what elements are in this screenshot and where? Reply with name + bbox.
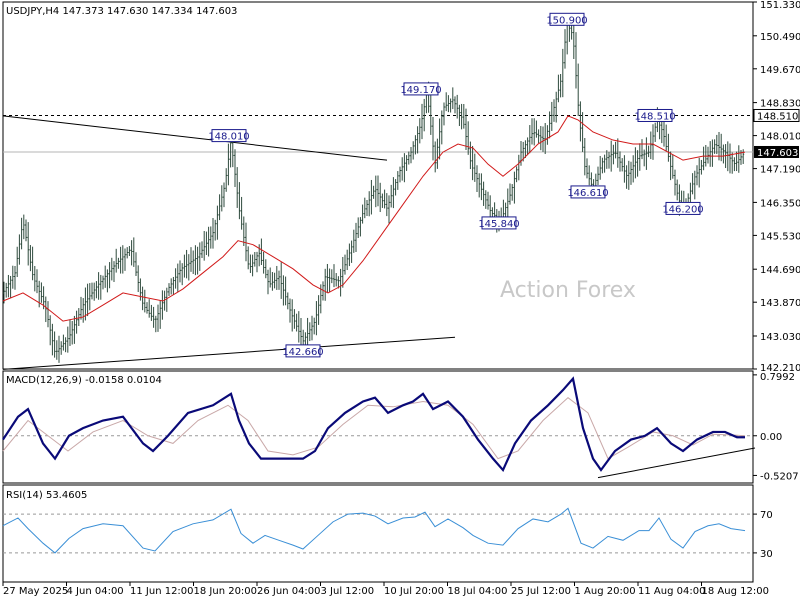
- time-axis-label: 10 Jul 20:00: [384, 586, 444, 597]
- price-annotation: 149.170: [400, 82, 442, 96]
- price-panel-title: USDJPY,H4 147.373 147.630 147.334 147.60…: [6, 6, 237, 17]
- macd-axis-label: 0.7992: [760, 372, 795, 383]
- rsi-axis-label: 70: [760, 510, 773, 521]
- price-axis-label: 151.330: [760, 0, 800, 11]
- price-annotation: 148.510: [634, 108, 676, 122]
- time-axis-label: 18 Jul 04:00: [448, 586, 508, 597]
- time-axis-label: 18 Aug 12:00: [702, 586, 769, 597]
- annotation-label: 149.170: [400, 85, 441, 96]
- price-panel: [2, 1, 754, 370]
- price-annotation: 146.610: [567, 185, 609, 199]
- annotation-label: 145.840: [478, 219, 519, 230]
- annotation-box: [403, 82, 439, 96]
- rsi-line: [2, 507, 746, 554]
- trendline-lower: [2, 336, 456, 370]
- macd-signal-line: [2, 397, 746, 460]
- price-annotation: 150.900: [546, 12, 588, 26]
- annotation-label: 142.660: [282, 347, 323, 358]
- macd-line: [2, 376, 745, 473]
- current-price-label: 147.603: [757, 148, 798, 159]
- price-axis-label: 144.690: [760, 265, 800, 276]
- price-axis-label: 148.010: [760, 132, 800, 143]
- price-annotation: 145.840: [478, 216, 520, 230]
- price-axis-label: 143.870: [760, 298, 800, 309]
- annotation-box: [570, 185, 606, 199]
- price-axis-label: 145.530: [760, 231, 800, 242]
- time-axis-label: 26 Jun 04:00: [257, 586, 321, 597]
- annotation-label: 150.900: [546, 15, 587, 26]
- watermark: Action Forex: [500, 278, 636, 303]
- price-axis-label: 148.830: [760, 99, 800, 110]
- annotation-box: [285, 344, 321, 358]
- macd-panel-title: MACD(12,26,9) -0.0158 0.0104: [6, 375, 162, 386]
- moving-average-line: [2, 115, 746, 322]
- annotation-label: 148.010: [208, 132, 249, 143]
- annotation-box: [637, 108, 673, 122]
- macd-axis-label: 0.00: [760, 432, 782, 443]
- current-price-box: [754, 145, 799, 158]
- time-axis-label: 18 Jun 20:00: [194, 586, 258, 597]
- time-axis-label: 11 Jun 12:00: [130, 586, 194, 597]
- annotation-label: 148.510: [634, 111, 675, 122]
- price-annotation: 142.660: [282, 344, 324, 358]
- price-axis-label: 149.670: [760, 65, 800, 76]
- price-axis-label: 150.490: [760, 32, 800, 43]
- time-axis-label: 25 Jul 12:00: [511, 586, 571, 597]
- annotation-box: [211, 129, 247, 143]
- macd-axis-label: -0.5207: [760, 471, 799, 482]
- time-axis-label: 4 Jun 04:00: [67, 586, 124, 597]
- price-candles: [3, 13, 745, 363]
- rsi-panel: [2, 484, 754, 583]
- price-axis-label: 142.210: [760, 363, 800, 374]
- annotation-box: [665, 201, 701, 215]
- macd-trendline: [597, 447, 756, 479]
- annotation-box: [549, 12, 585, 26]
- price-annotation: 146.200: [662, 201, 704, 215]
- time-axis-label: 1 Aug 20:00: [575, 586, 636, 597]
- annotation-label: 146.200: [662, 204, 703, 215]
- macd-panel: [2, 370, 754, 484]
- price-axis-label: 147.190: [760, 165, 800, 176]
- annotation-box: [481, 216, 517, 230]
- rsi-panel-title: RSI(14) 53.4605: [6, 490, 87, 501]
- trendline-upper: [2, 115, 388, 161]
- price-annotation: 148.010: [208, 129, 250, 143]
- annotation-label: 146.610: [567, 188, 608, 199]
- time-axis-label: 3 Jul 12:00: [321, 586, 375, 597]
- rsi-axis-label: 30: [760, 549, 773, 560]
- reference-level-box: [753, 108, 800, 122]
- time-axis-label: 11 Aug 04:00: [638, 586, 705, 597]
- time-axis-label: 27 May 2025: [3, 586, 68, 597]
- price-axis-label: 146.350: [760, 198, 800, 209]
- price-axis-label: 143.030: [760, 332, 800, 343]
- reference-level-label: 148.510: [757, 111, 798, 122]
